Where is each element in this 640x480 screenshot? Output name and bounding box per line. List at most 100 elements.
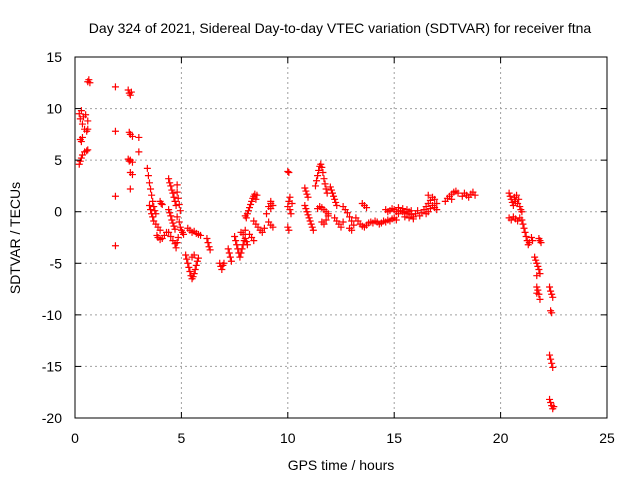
data-point <box>149 197 157 205</box>
grid-lines <box>75 57 607 418</box>
x-tick-label: 25 <box>599 430 615 446</box>
x-tick-label: 20 <box>493 430 509 446</box>
data-point <box>320 175 328 183</box>
data-point <box>176 207 184 215</box>
data-point <box>263 210 271 218</box>
data-point <box>394 204 402 212</box>
y-tick-label: 10 <box>46 101 62 117</box>
data-point <box>224 245 232 253</box>
data-point <box>190 251 198 259</box>
data-point <box>170 222 178 230</box>
data-point <box>148 191 156 199</box>
data-point <box>186 268 194 276</box>
data-point <box>520 224 528 232</box>
data-point <box>537 239 545 247</box>
data-point <box>78 133 86 141</box>
data-point <box>147 206 155 214</box>
data-point <box>330 192 338 200</box>
data-point <box>169 219 177 227</box>
data-point <box>190 270 198 278</box>
data-point <box>171 225 179 233</box>
data-point <box>302 205 310 213</box>
data-point <box>183 255 191 263</box>
data-point <box>322 216 330 224</box>
data-point <box>535 265 543 273</box>
data-point <box>165 206 173 214</box>
y-tick-label: -10 <box>42 307 62 323</box>
data-point <box>173 213 181 221</box>
data-point <box>348 217 356 225</box>
y-tick-label: -5 <box>50 255 63 271</box>
data-point <box>166 179 174 187</box>
data-point <box>239 230 247 238</box>
data-point <box>308 223 316 231</box>
data-point <box>189 273 197 281</box>
data-point <box>182 251 190 259</box>
data-point <box>343 209 351 217</box>
data-point <box>191 265 199 273</box>
data-point <box>519 220 527 228</box>
data-point <box>174 194 182 202</box>
data-point <box>85 76 93 84</box>
data-point <box>534 286 542 294</box>
data-point <box>167 232 175 240</box>
data-point <box>267 197 275 205</box>
data-point <box>78 120 86 128</box>
data-point <box>172 244 180 252</box>
data-point <box>167 182 175 190</box>
data-point <box>549 363 557 371</box>
data-point <box>303 208 311 216</box>
data-point <box>84 117 92 125</box>
data-point <box>126 185 134 193</box>
data-point <box>149 213 157 221</box>
data-point <box>350 221 358 229</box>
data-point <box>84 146 92 154</box>
data-point <box>346 213 354 221</box>
data-point <box>409 215 417 223</box>
data-point <box>337 223 345 231</box>
data-point <box>128 158 136 166</box>
axis-ticks <box>74 56 608 419</box>
data-point <box>248 197 256 205</box>
data-point <box>128 171 136 179</box>
y-tick-label: 0 <box>54 204 62 220</box>
data-point <box>348 226 356 234</box>
data-point <box>174 234 182 241</box>
data-point <box>547 399 555 407</box>
data-point <box>414 207 422 215</box>
data-point <box>547 355 555 363</box>
data-point <box>238 245 246 253</box>
data-point <box>206 246 214 254</box>
data-point <box>287 210 295 218</box>
data-point <box>321 180 329 188</box>
data-point <box>286 206 294 214</box>
data-point <box>125 157 133 165</box>
data-point <box>243 210 251 218</box>
data-point <box>194 254 202 262</box>
data-point <box>241 226 249 234</box>
data-point <box>173 188 181 196</box>
data-point <box>241 235 249 243</box>
data-point <box>288 199 296 207</box>
data-point <box>284 223 292 231</box>
data-point <box>547 287 555 295</box>
data-point <box>252 195 260 203</box>
data-point <box>260 224 268 232</box>
data-point <box>175 218 183 226</box>
data-point <box>324 212 332 220</box>
data-point <box>143 164 151 172</box>
data-point <box>151 207 159 215</box>
data-point <box>339 218 347 226</box>
data-point <box>546 351 554 359</box>
data-point <box>303 190 311 198</box>
data-point <box>320 220 328 228</box>
data-point <box>518 216 526 224</box>
data-point <box>305 214 313 222</box>
data-point <box>220 259 228 267</box>
data-point <box>313 177 321 185</box>
data-point <box>75 160 83 168</box>
data-point <box>532 256 540 264</box>
data-point <box>529 237 537 245</box>
data-point <box>509 202 517 210</box>
x-axis-label: GPS time / hours <box>288 457 395 473</box>
